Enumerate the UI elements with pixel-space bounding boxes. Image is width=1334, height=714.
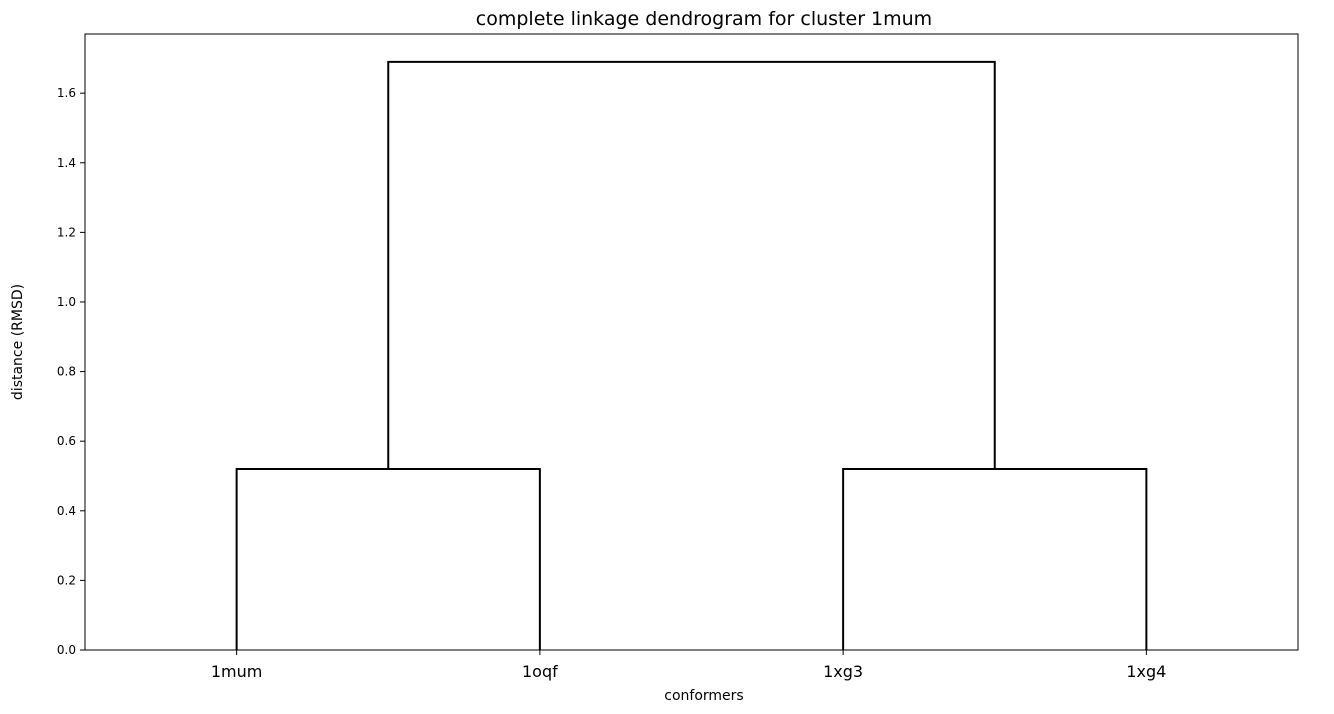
leaf-label: 1xg4: [1126, 662, 1166, 681]
y-tick-label: 1.0: [57, 295, 76, 309]
leaf-label: 1mum: [211, 662, 263, 681]
y-axis-ticks: 0.0 0.2 0.4 0.6 0.8 1.0 1.2 1.4 1.6: [57, 86, 85, 657]
x-axis-label: conformers: [664, 688, 743, 704]
y-tick-label: 0.6: [57, 434, 76, 448]
chart-title: complete linkage dendrogram for cluster …: [476, 8, 932, 30]
plot-frame: [84, 33, 1299, 651]
y-tick-label: 0.2: [57, 573, 76, 587]
y-tick-label: 1.4: [57, 156, 76, 170]
dendrogram-links: [235, 60, 1148, 650]
y-tick-label: 1.2: [57, 225, 76, 239]
dendrogram-link-2: [842, 468, 1148, 650]
y-tick-label: 0.4: [57, 504, 76, 518]
y-tick-label: 0.8: [57, 365, 76, 379]
leaf-label: 1oqf: [522, 662, 558, 681]
y-tick-label: 1.6: [57, 86, 76, 100]
leaf-label: 1xg3: [823, 662, 863, 681]
x-axis-ticks: 1mum 1oqf 1xg3 1xg4: [211, 650, 1166, 681]
y-axis-label: distance (RMSD): [10, 284, 26, 400]
dendrogram-link-3: [387, 60, 996, 470]
dendrogram-link-1: [235, 468, 541, 650]
y-tick-label: 0.0: [57, 643, 76, 657]
